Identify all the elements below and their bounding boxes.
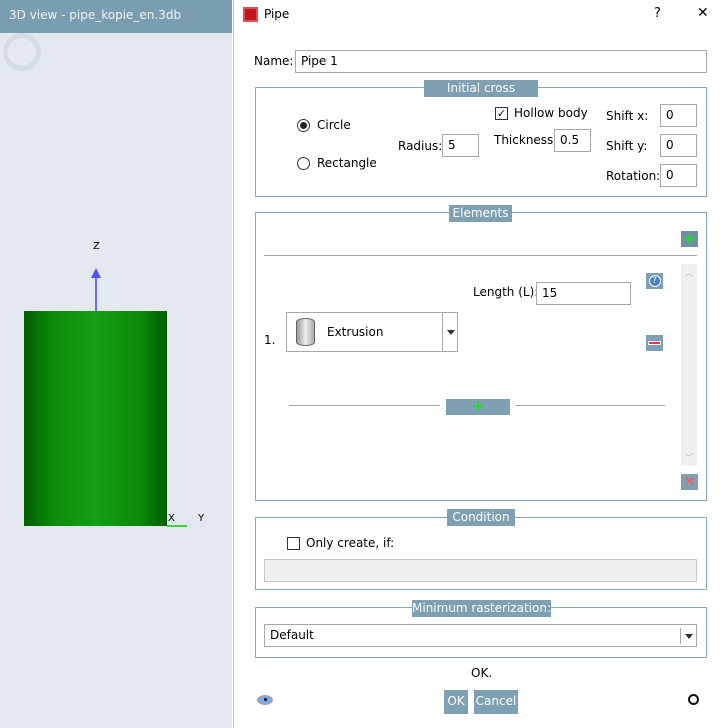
zoom-icon[interactable]	[688, 694, 699, 705]
3d-view-panel[interactable]: 3D view - pipe_kopie_en.3db Z X Y	[0, 0, 232, 728]
close-button[interactable]: ✕	[697, 5, 709, 21]
z-axis-label: Z	[93, 241, 100, 252]
ok-button[interactable]: OK	[444, 690, 468, 714]
cancel-button[interactable]: Cancel	[474, 690, 518, 714]
condition-input[interactable]	[264, 559, 697, 582]
3d-view-title: 3D view - pipe_kopie_en.3db	[0, 0, 232, 33]
rasterization-select[interactable]: Default	[264, 624, 697, 647]
circle-label: Circle	[317, 118, 351, 132]
name-label: Name:	[254, 54, 294, 68]
condition-legend: Condition	[447, 509, 515, 526]
only-create-label: Only create, if:	[306, 536, 395, 550]
view-cube-icon[interactable]	[3, 33, 41, 71]
chevron-down-icon	[447, 330, 455, 335]
remove-element-button[interactable]	[646, 335, 663, 351]
element-type-value: Extrusion	[327, 325, 384, 339]
chevron-down-icon	[685, 634, 693, 639]
shift-x-input[interactable]: 0	[660, 104, 697, 127]
length-label: Length (L):	[473, 285, 539, 299]
add-element-button[interactable]: +	[446, 398, 510, 415]
name-input[interactable]: Pipe 1	[295, 50, 707, 73]
rotation-label: Rotation:	[606, 169, 661, 183]
scroll-up-icon[interactable]: ︿	[684, 269, 694, 279]
radius-label: Radius:	[398, 139, 443, 153]
add-element-top-button[interactable]: +	[681, 229, 698, 248]
y-axis-arrow	[167, 525, 187, 527]
hollow-body-checkbox[interactable]: ✓	[495, 107, 508, 120]
thickness-input[interactable]: 0.5	[554, 129, 591, 152]
radius-input[interactable]: 5	[442, 134, 479, 157]
eye-icon[interactable]	[257, 695, 273, 705]
x-axis-label: X	[168, 513, 175, 524]
shift-y-input[interactable]: 0	[660, 134, 697, 157]
thickness-label: Thickness:	[494, 133, 558, 147]
cross-section-legend: Initial cross section	[424, 80, 538, 111]
pipe-3d-model[interactable]	[24, 311, 167, 526]
divider	[264, 255, 697, 256]
status-text: OK.	[471, 666, 493, 680]
pipe-app-icon	[243, 7, 258, 22]
scroll-down-icon[interactable]: ﹀	[684, 454, 694, 464]
element-index: 1.	[264, 333, 276, 347]
rotation-input[interactable]: 0	[660, 164, 697, 187]
rasterization-legend: Minimum rasterization:	[412, 600, 552, 617]
help-button[interactable]: ?	[654, 6, 661, 21]
divider	[516, 405, 665, 406]
shift-y-label: Shift y:	[606, 139, 648, 153]
hollow-body-label: Hollow body	[514, 106, 588, 120]
element-type-dropdown[interactable]: Extrusion	[286, 312, 458, 352]
rectangle-label: Rectangle	[317, 156, 377, 170]
shift-x-label: Shift x:	[606, 109, 649, 123]
circle-radio[interactable]	[297, 119, 310, 132]
elements-scrollbar[interactable]: ︿ ﹀	[681, 264, 697, 466]
rectangle-radio[interactable]	[297, 157, 310, 170]
help-icon[interactable]: ?	[646, 273, 663, 289]
z-arrow-head	[91, 268, 101, 278]
divider	[289, 405, 440, 406]
only-create-checkbox[interactable]	[287, 537, 300, 550]
y-axis-label: Y	[198, 513, 205, 524]
dialog-title: Pipe	[264, 7, 290, 21]
z-axis-arrow	[95, 272, 97, 312]
length-input[interactable]: 15	[536, 282, 631, 305]
delete-all-button[interactable]: ✕	[681, 474, 698, 490]
cylinder-icon	[296, 318, 315, 346]
elements-legend: Elements	[449, 205, 512, 222]
rasterization-value: Default	[270, 628, 314, 642]
